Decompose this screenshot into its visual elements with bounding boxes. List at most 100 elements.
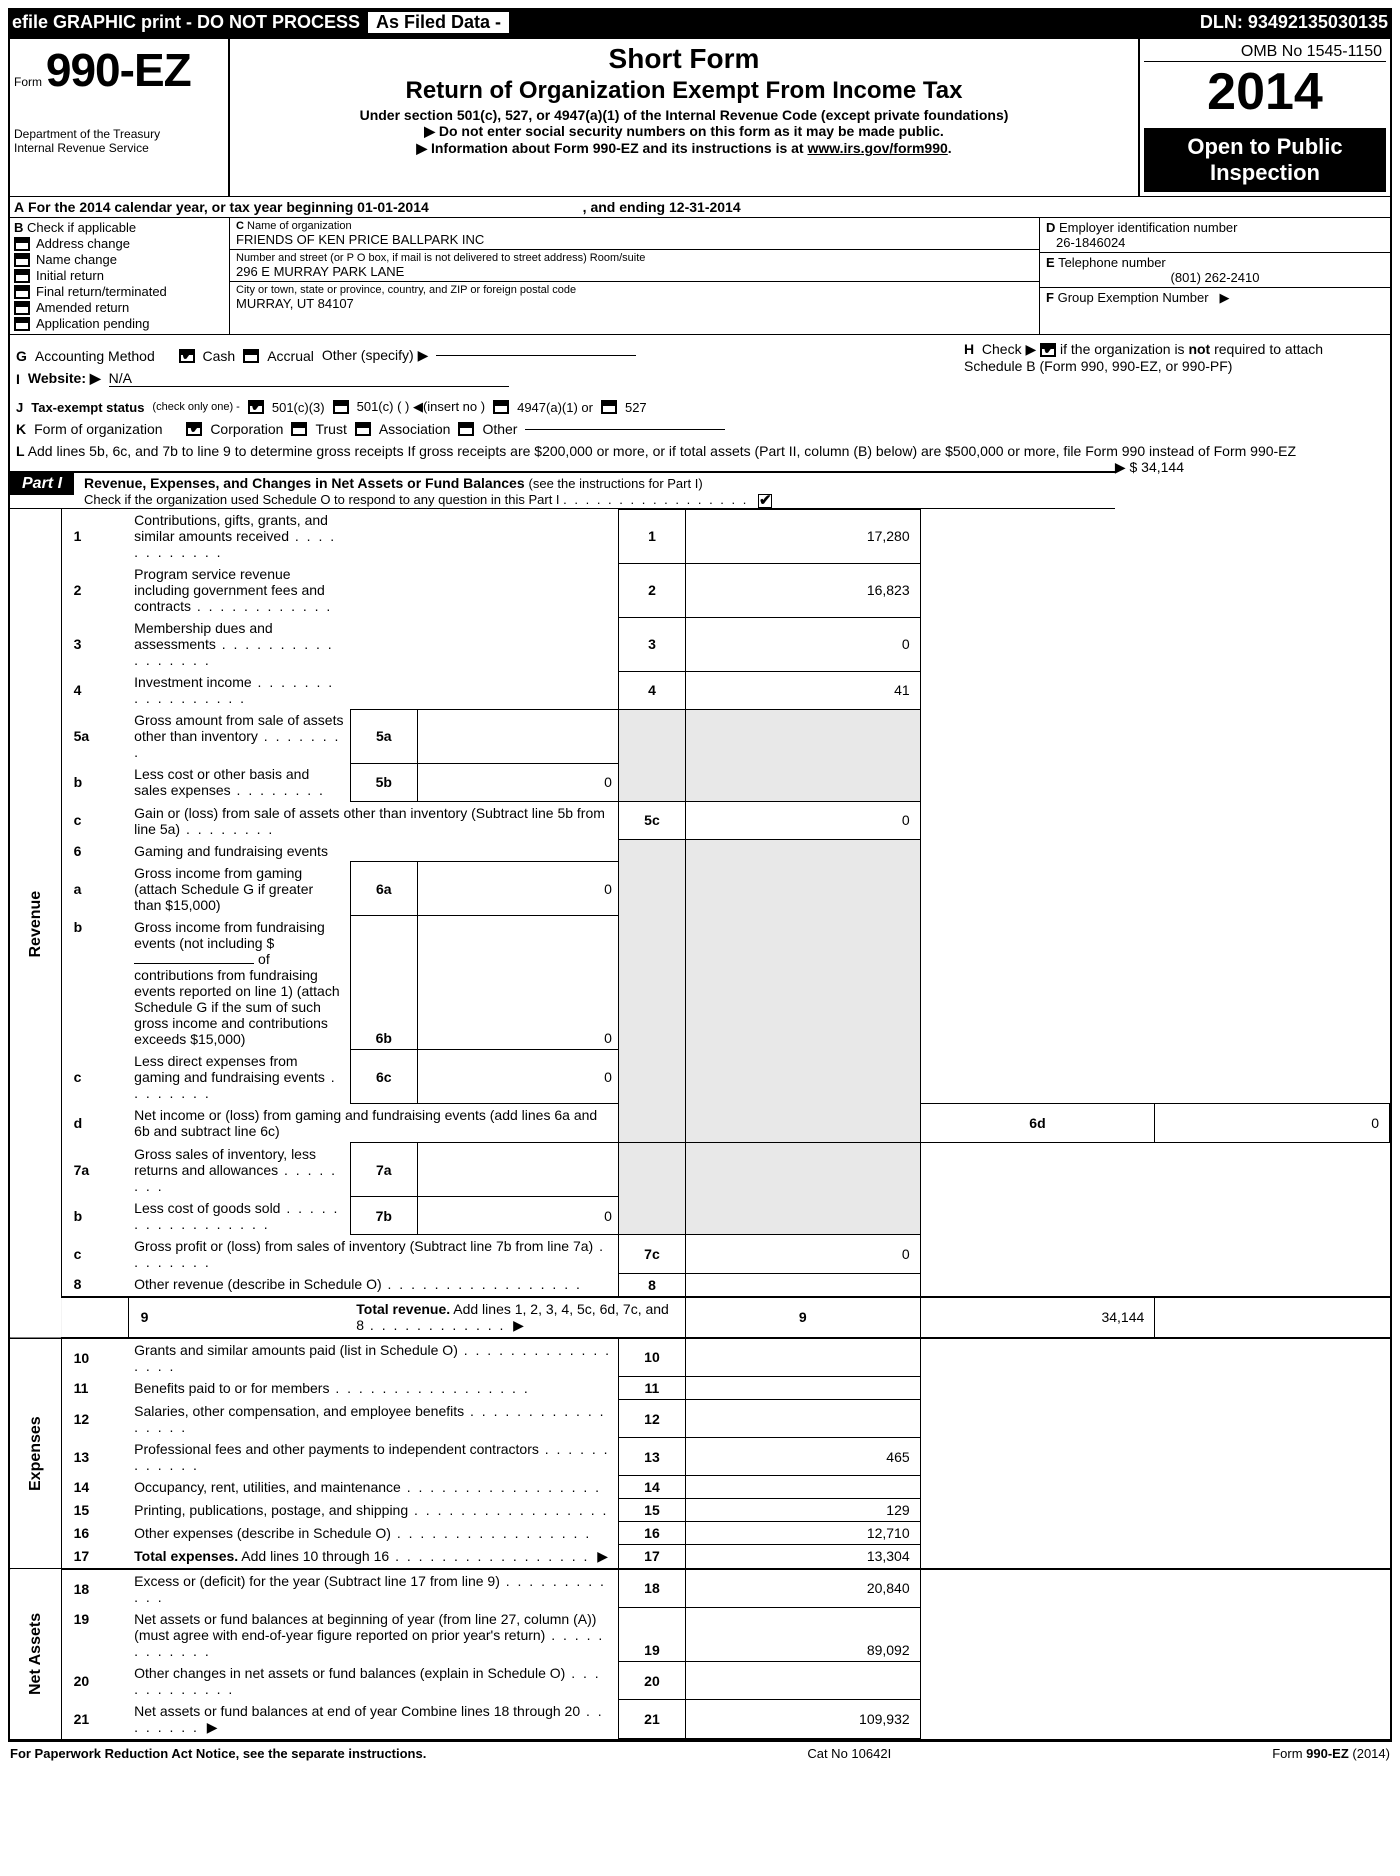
g-accrual: Accrual xyxy=(267,348,314,364)
side-revenue: Revenue xyxy=(10,509,61,1338)
ln-4: 4 xyxy=(61,671,128,709)
form-title: Return of Organization Exempt From Incom… xyxy=(238,77,1130,105)
v-2: 16,823 xyxy=(685,563,920,617)
opt-pending: Application pending xyxy=(36,316,149,331)
part1-check-text: Check if the organization used Schedule … xyxy=(84,492,560,507)
ln-11: 11 xyxy=(61,1377,128,1400)
ln-18: 18 xyxy=(61,1569,128,1608)
v-19: 89,092 xyxy=(685,1608,920,1662)
v-12 xyxy=(685,1400,920,1438)
letter-k: K xyxy=(16,421,26,437)
row-5a: 5a Gross amount from sale of assets othe… xyxy=(10,709,1390,763)
v-7c: 0 xyxy=(685,1235,920,1274)
row-3: 3 Membership dues and assessments 3 0 xyxy=(10,617,1390,671)
letter-j: J xyxy=(16,400,23,415)
col-c: C Name of organization FRIENDS OF KEN PR… xyxy=(230,218,1040,334)
chk-name-change[interactable]: Name change xyxy=(14,252,225,267)
tax-year: 2014 xyxy=(1144,62,1386,122)
b-label: Check if applicable xyxy=(27,220,136,235)
e-cell: E Telephone number (801) 262-2410 xyxy=(1040,253,1390,288)
part1-title-wrap: Revenue, Expenses, and Changes in Net As… xyxy=(84,473,1115,508)
chk-trust[interactable] xyxy=(291,422,307,436)
b-11: 11 xyxy=(618,1377,685,1400)
chk-527[interactable] xyxy=(601,400,617,414)
letter-d: D xyxy=(1046,220,1055,235)
ln-5c: c xyxy=(61,801,128,840)
chk-schedule-o[interactable] xyxy=(758,494,772,508)
c-name: C Name of organization FRIENDS OF KEN PR… xyxy=(230,218,1039,250)
ln-1: 1 xyxy=(61,509,128,563)
sv-6c: 0 xyxy=(417,1050,618,1104)
chk-4947[interactable] xyxy=(493,400,509,414)
j-527: 527 xyxy=(625,400,647,415)
b-21: 21 xyxy=(618,1700,685,1739)
ln-3: 3 xyxy=(61,617,128,671)
ln-19: 19 xyxy=(61,1608,128,1662)
row-2: 2 Program service revenue including gove… xyxy=(10,563,1390,617)
f-cell: F Group Exemption Number ▶ xyxy=(1040,288,1390,318)
department: Department of the Treasury Internal Reve… xyxy=(14,127,224,155)
form-subtitle: Under section 501(c), 527, or 4947(a)(1)… xyxy=(238,107,1130,123)
row-14: 14 Occupancy, rent, utilities, and maint… xyxy=(10,1476,1390,1499)
org-city: MURRAY, UT 84107 xyxy=(236,296,1033,311)
k-trust: Trust xyxy=(315,421,346,437)
ln-6b: b xyxy=(61,916,128,1050)
g-other-input[interactable] xyxy=(436,355,636,356)
row-12: 12 Salaries, other compensation, and emp… xyxy=(10,1400,1390,1438)
chk-501c[interactable] xyxy=(333,400,349,414)
chk-accrual[interactable] xyxy=(243,349,259,363)
top-bar: efile GRAPHIC print - DO NOT PROCESS As … xyxy=(8,8,1392,37)
title-cell: Short Form Return of Organization Exempt… xyxy=(230,39,1140,196)
sv-7a xyxy=(417,1143,618,1197)
info-line: ▶ Information about Form 990-EZ and its … xyxy=(238,140,1130,157)
l-value: $ 34,144 xyxy=(1130,459,1185,475)
chk-other-org[interactable] xyxy=(458,422,474,436)
side-netassets: Net Assets xyxy=(10,1569,61,1739)
a-end: 12-31-2014 xyxy=(669,199,741,215)
6b-blank[interactable] xyxy=(134,963,254,964)
chk-association[interactable] xyxy=(355,422,371,436)
k-other-input[interactable] xyxy=(525,429,725,430)
b-9: 9 xyxy=(685,1297,920,1338)
chk-amended-return[interactable]: Amended return xyxy=(14,300,225,315)
c-city-lbl: City or town, state or province, country… xyxy=(236,284,1033,296)
chk-h[interactable] xyxy=(1040,343,1056,357)
dln: DLN: 93492135030135 xyxy=(1200,12,1388,33)
chk-application-pending[interactable]: Application pending xyxy=(14,316,225,331)
ln-17: 17 xyxy=(61,1545,128,1569)
a-pre: For the 2014 calendar year, or tax year … xyxy=(28,199,357,215)
v-13: 465 xyxy=(685,1438,920,1476)
ln-9: 9 xyxy=(128,1297,350,1338)
chk-corporation[interactable] xyxy=(186,422,202,436)
opt-address: Address change xyxy=(36,236,130,251)
d-6b-2: of contributions from fundraising events… xyxy=(134,951,339,1047)
checkbox-icon xyxy=(14,269,30,283)
b-13: 13 xyxy=(618,1438,685,1476)
row-11: 11 Benefits paid to or for members 11 xyxy=(10,1377,1390,1400)
grid-bcdef: B Check if applicable Address change Nam… xyxy=(10,217,1390,334)
letter-g: G xyxy=(16,348,27,364)
d-10: Grants and similar amounts paid (list in… xyxy=(134,1342,458,1358)
b-5c: 5c xyxy=(618,801,685,840)
ln-7a: 7a xyxy=(61,1143,128,1197)
chk-final-return[interactable]: Final return/terminated xyxy=(14,284,225,299)
d-8: Other revenue (describe in Schedule O) xyxy=(134,1276,381,1292)
g-other: Other (specify) ▶ xyxy=(322,347,428,364)
f-arrow: ▶ xyxy=(1219,290,1229,305)
b-16: 16 xyxy=(618,1522,685,1545)
chk-cash[interactable] xyxy=(179,349,195,363)
row-16: 16 Other expenses (describe in Schedule … xyxy=(10,1522,1390,1545)
sv-6b: 0 xyxy=(417,916,618,1050)
chk-501c3[interactable] xyxy=(248,400,264,414)
ln-12: 12 xyxy=(61,1400,128,1438)
ln-2: 2 xyxy=(61,563,128,617)
chk-address-change[interactable]: Address change xyxy=(14,236,225,251)
dln-value: 93492135030135 xyxy=(1248,12,1388,32)
opt-name: Name change xyxy=(36,252,117,267)
g-cash: Cash xyxy=(203,348,236,364)
irs-link[interactable]: www.irs.gov/form990 xyxy=(807,140,947,156)
c-name-lbl: Name of organization xyxy=(247,220,352,232)
chk-initial-return[interactable]: Initial return xyxy=(14,268,225,283)
ln-6a: a xyxy=(61,862,128,916)
v-14 xyxy=(685,1476,920,1499)
